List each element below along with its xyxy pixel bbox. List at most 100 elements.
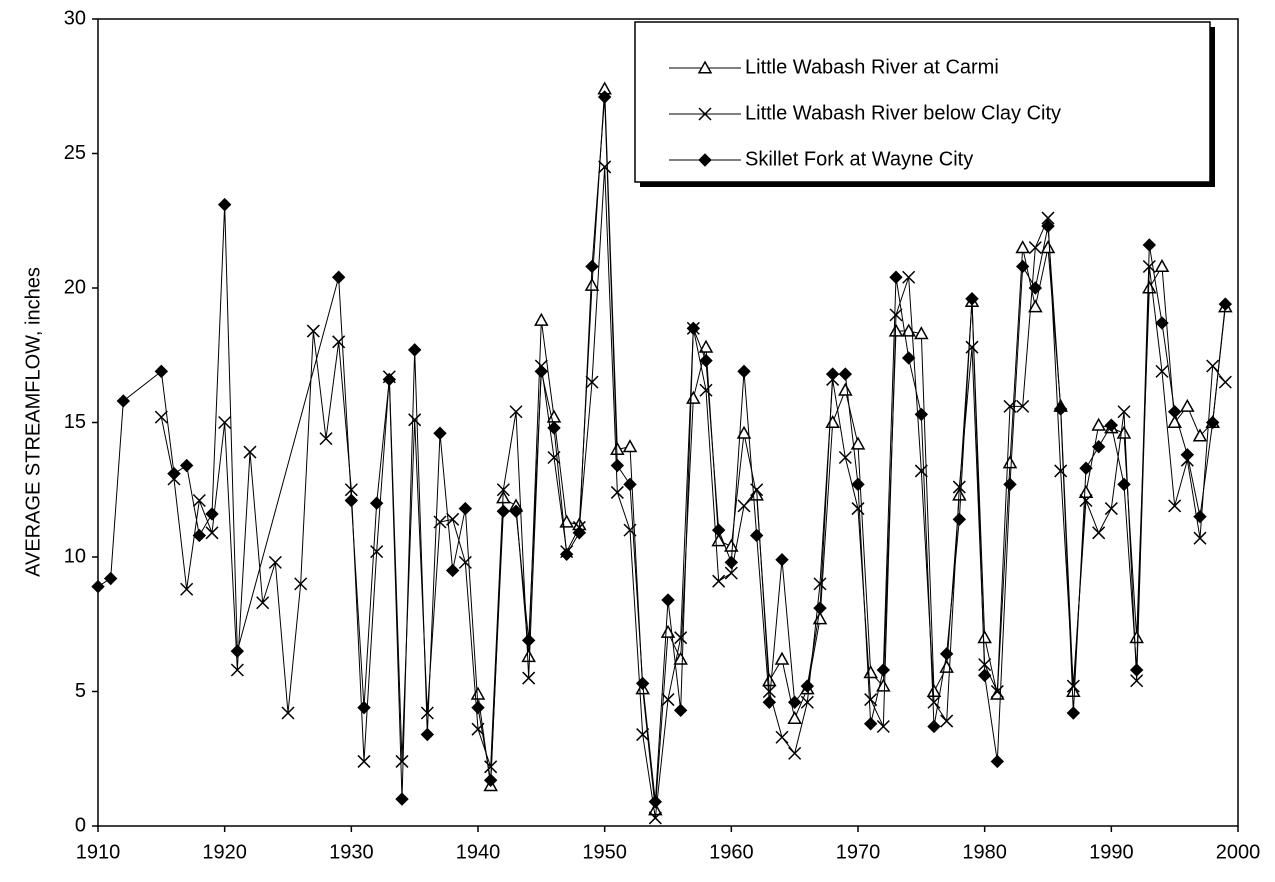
marker-diamond bbox=[711, 523, 726, 537]
marker-diamond bbox=[673, 703, 688, 718]
marker-x bbox=[1168, 499, 1182, 513]
legend-label: Skillet Fork at Wayne City bbox=[745, 148, 973, 170]
marker-x bbox=[357, 754, 371, 768]
marker-x bbox=[395, 754, 409, 768]
marker-x bbox=[1041, 211, 1055, 225]
marker-x bbox=[256, 596, 270, 610]
marker-diamond bbox=[344, 493, 359, 508]
marker-diamond bbox=[1193, 509, 1207, 524]
marker-diamond bbox=[863, 717, 878, 731]
marker-x bbox=[990, 684, 1004, 699]
marker-diamond bbox=[698, 153, 712, 167]
marker-x bbox=[496, 483, 510, 497]
marker-x bbox=[319, 432, 333, 446]
marker-diamond bbox=[1205, 415, 1220, 430]
marker-diamond bbox=[1028, 281, 1043, 295]
marker-x bbox=[712, 574, 726, 588]
marker-x bbox=[610, 485, 624, 499]
y-tick-label: 20 bbox=[64, 276, 86, 298]
marker-diamond bbox=[1015, 259, 1030, 274]
marker-diamond bbox=[775, 552, 789, 567]
marker-diamond bbox=[737, 364, 751, 379]
marker-diamond bbox=[597, 90, 612, 104]
marker-x bbox=[1016, 399, 1030, 413]
marker-x bbox=[484, 760, 498, 774]
marker-diamond bbox=[357, 700, 371, 715]
legend bbox=[634, 21, 1211, 183]
marker-x bbox=[547, 450, 561, 465]
marker-diamond bbox=[661, 593, 675, 607]
marker-x bbox=[661, 693, 675, 707]
marker-x bbox=[243, 445, 257, 459]
marker-triangle bbox=[673, 651, 688, 665]
marker-triangle bbox=[1180, 398, 1195, 412]
marker-diamond bbox=[889, 270, 903, 284]
marker-triangle bbox=[1192, 428, 1208, 442]
marker-diamond bbox=[749, 528, 764, 543]
y-tick-label: 0 bbox=[75, 814, 86, 836]
marker-triangle bbox=[622, 439, 638, 453]
x-tick-label: 1950 bbox=[582, 841, 627, 863]
marker-diamond bbox=[610, 458, 625, 473]
marker-diamond bbox=[433, 426, 447, 440]
marker-x bbox=[268, 555, 282, 569]
marker-x bbox=[965, 340, 979, 354]
marker-triangle bbox=[534, 312, 549, 326]
marker-diamond bbox=[179, 458, 194, 473]
marker-x bbox=[914, 464, 928, 478]
marker-x bbox=[902, 270, 916, 284]
marker-triangle bbox=[1091, 417, 1106, 431]
marker-triangle bbox=[838, 382, 853, 396]
x-tick-label: 1980 bbox=[962, 841, 1007, 863]
marker-x bbox=[762, 684, 776, 699]
x-tick-label: 1960 bbox=[709, 841, 754, 863]
marker-x bbox=[648, 811, 662, 825]
marker-diamond bbox=[762, 695, 777, 709]
marker-diamond bbox=[977, 668, 992, 683]
marker-x bbox=[838, 450, 852, 465]
marker-x bbox=[1028, 241, 1042, 255]
marker-x bbox=[623, 523, 637, 537]
marker-x bbox=[674, 631, 688, 645]
marker-diamond bbox=[395, 792, 409, 806]
marker-x bbox=[1054, 464, 1068, 478]
marker-x bbox=[851, 502, 865, 516]
marker-diamond bbox=[458, 501, 473, 516]
marker-x bbox=[294, 577, 308, 591]
marker-x bbox=[1104, 502, 1118, 516]
marker-x bbox=[1218, 375, 1232, 389]
marker-diamond bbox=[1180, 448, 1195, 462]
marker-diamond bbox=[496, 504, 511, 518]
marker-x bbox=[940, 714, 954, 728]
marker-diamond bbox=[851, 477, 865, 492]
marker-diamond bbox=[217, 197, 232, 212]
marker-triangle bbox=[698, 339, 714, 353]
marker-diamond bbox=[420, 727, 435, 742]
marker-diamond bbox=[572, 526, 587, 540]
marker-x bbox=[1092, 526, 1106, 540]
legend-label: Little Wabash River at Carmi bbox=[745, 56, 999, 78]
marker-diamond bbox=[585, 259, 599, 274]
marker-triangle bbox=[774, 651, 790, 665]
marker-triangle bbox=[787, 710, 802, 724]
marker-x bbox=[889, 308, 903, 322]
marker-triangle bbox=[977, 630, 992, 644]
marker-triangle bbox=[1040, 240, 1056, 254]
marker-diamond bbox=[103, 571, 118, 586]
marker-diamond bbox=[331, 270, 346, 284]
marker-triangle bbox=[697, 60, 713, 74]
marker-diamond bbox=[648, 795, 663, 809]
x-tick-label: 1940 bbox=[456, 841, 501, 863]
marker-diamond bbox=[1041, 219, 1055, 233]
marker-diamond bbox=[686, 321, 701, 336]
marker-diamond bbox=[939, 647, 954, 661]
marker-x bbox=[1155, 364, 1169, 378]
marker-x bbox=[952, 480, 966, 494]
marker-diamond bbox=[724, 555, 739, 570]
x-tick-label: 1920 bbox=[202, 841, 247, 863]
marker-triangle bbox=[812, 611, 828, 625]
x-tick-label: 1930 bbox=[329, 841, 374, 863]
marker-diamond bbox=[154, 364, 169, 379]
marker-diamond bbox=[990, 754, 1005, 769]
marker-x bbox=[788, 746, 802, 760]
